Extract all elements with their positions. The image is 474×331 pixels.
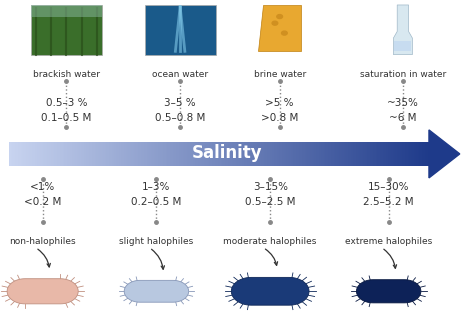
Polygon shape [429,130,460,178]
Polygon shape [231,277,309,305]
Text: moderate halophiles: moderate halophiles [224,237,317,246]
Text: 2.5–5.2 M: 2.5–5.2 M [364,197,414,207]
Text: saturation in water: saturation in water [360,70,446,79]
FancyBboxPatch shape [31,5,102,55]
Text: brackish water: brackish water [33,70,100,79]
Ellipse shape [272,21,278,25]
Text: >5 %: >5 % [265,98,294,108]
Polygon shape [394,41,411,51]
Text: 15–30%: 15–30% [368,182,410,192]
Text: ~35%: ~35% [387,98,419,108]
Text: 1–3%: 1–3% [142,182,171,192]
FancyBboxPatch shape [145,5,216,55]
Text: 0.2–0.5 M: 0.2–0.5 M [131,197,182,207]
Text: brine water: brine water [254,70,306,79]
Text: <1%: <1% [30,182,55,192]
Text: non-halophiles: non-halophiles [9,237,76,246]
Ellipse shape [277,15,283,19]
Text: 0.5–2.5 M: 0.5–2.5 M [245,197,295,207]
FancyBboxPatch shape [31,5,102,17]
Text: >0.8 M: >0.8 M [261,113,298,122]
Text: slight halophiles: slight halophiles [119,237,193,246]
Text: ~6 M: ~6 M [389,113,417,122]
Text: <0.2 M: <0.2 M [24,197,61,207]
Polygon shape [7,279,78,304]
Text: 3–15%: 3–15% [253,182,288,192]
Text: Salinity: Salinity [192,144,263,162]
Text: extreme halophiles: extreme halophiles [345,237,432,246]
Ellipse shape [282,31,287,35]
Polygon shape [258,5,301,51]
Polygon shape [124,280,189,302]
Text: 0.1–0.5 M: 0.1–0.5 M [41,113,91,122]
Polygon shape [356,280,421,303]
Text: ocean water: ocean water [152,70,208,79]
Text: 0.5–0.8 M: 0.5–0.8 M [155,113,205,122]
Text: 0.5–3 %: 0.5–3 % [46,98,87,108]
Text: 3–5 %: 3–5 % [164,98,196,108]
Polygon shape [393,5,412,55]
